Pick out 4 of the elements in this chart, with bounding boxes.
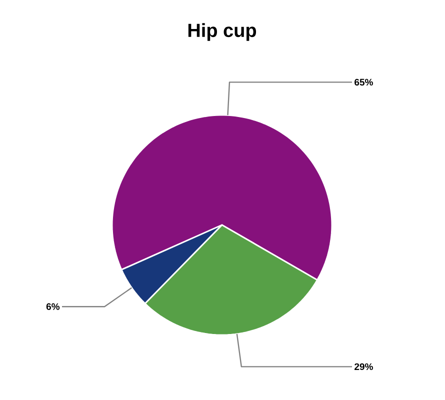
data-label: 29% [354,363,373,370]
data-label: 6% [46,303,60,310]
data-label: 65% [354,78,373,86]
chart-title: Hip cup [188,23,256,41]
